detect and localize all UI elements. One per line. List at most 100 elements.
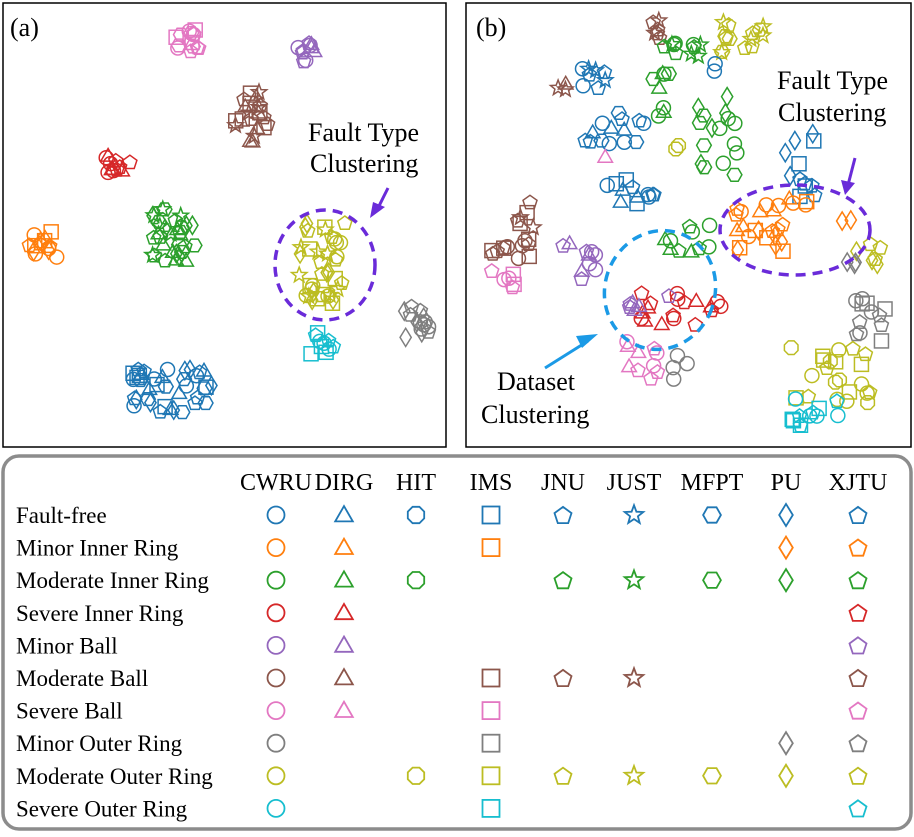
panel-b-point: [645, 71, 662, 87]
panel-a-point: [142, 244, 163, 264]
legend-marker: [702, 767, 722, 785]
panel-b-point: [639, 298, 657, 314]
panel-b-point: [791, 156, 807, 172]
panel-a-point: [299, 286, 319, 305]
panel-a-point: [187, 395, 203, 411]
panel-b-point: [873, 333, 890, 349]
panel-a-point: [299, 222, 316, 238]
panel-b-point: [667, 45, 684, 61]
panel-a-point: [326, 289, 340, 311]
panel-b-point: [662, 34, 682, 53]
panel-a-point: [98, 149, 114, 166]
panel-b-point: [599, 177, 615, 194]
legend-marker: [406, 766, 426, 785]
panel-a-point: [297, 52, 314, 69]
legend-marker: [481, 538, 501, 557]
panel-a-point: [38, 229, 52, 251]
panel-b-point: [590, 80, 607, 96]
panel-b-point: [726, 167, 743, 182]
panel-a-point: [177, 238, 193, 254]
panel-b-point: [520, 236, 537, 252]
panel-b-point: [741, 28, 761, 48]
panel-b-point: [783, 340, 799, 356]
panel-b-point: [645, 358, 662, 374]
panel-b-point: [521, 248, 537, 265]
panel-b-point: [717, 29, 734, 44]
legend-marker: [848, 668, 868, 687]
panel-a-point: [314, 265, 330, 281]
panel-b-point: [642, 295, 659, 311]
panel-a-point: [167, 399, 181, 421]
panel-b-point: [517, 233, 533, 249]
panel-b-point: [587, 247, 604, 263]
panel-b-point: [815, 348, 831, 365]
panel-b-dataset-ellipse: [602, 228, 718, 352]
panel-b-point: [646, 340, 663, 356]
panel-b-point: [691, 240, 708, 256]
panel-b-point: [646, 186, 662, 202]
legend-marker: [333, 569, 355, 588]
legend-class-label: Minor Ball: [16, 633, 118, 658]
panel-b-point: [669, 291, 686, 307]
panel-a-point: [31, 235, 48, 251]
panel-a-point: [168, 220, 186, 236]
panel-a-fault-text-1: Fault Type: [308, 118, 419, 147]
panel-a-point: [129, 369, 145, 386]
panel-a-point: [149, 224, 168, 240]
panel-a-point: [145, 229, 162, 245]
panel-a-point: [172, 224, 189, 240]
panel-b-point: [780, 189, 798, 205]
panel-b-point: [791, 407, 808, 423]
panel-b-point: [853, 356, 870, 373]
panel-a-point: [198, 379, 214, 395]
panel-b-point: [715, 155, 732, 172]
panel-b-dataset-text-1: Dataset: [497, 367, 576, 396]
panel-a-point: [328, 278, 348, 298]
panel-b-point: [665, 371, 682, 387]
panel-a-point: [188, 367, 205, 384]
legend-dataset-header: XJTU: [829, 470, 888, 496]
panel-a-point: [190, 40, 207, 56]
panel-b-point: [661, 288, 677, 304]
legend-marker: [266, 538, 286, 557]
panel-b-point: [601, 135, 618, 152]
panel-a-point: [307, 327, 324, 343]
panel-b-fault-text-1: Fault Type: [777, 66, 888, 95]
legend-marker: [848, 766, 868, 785]
legend-dataset-header: CWRU: [240, 470, 312, 496]
legend-class-label: Severe Ball: [16, 699, 123, 724]
panel-a-point: [308, 241, 328, 261]
panel-a-point: [149, 376, 165, 393]
panel-b-point: [770, 197, 787, 214]
panel-b-point: [635, 115, 652, 132]
panel-a-point: [243, 110, 259, 126]
panel-a-point: [403, 298, 420, 314]
panel-b-point: [721, 31, 738, 46]
legend-marker: [778, 730, 794, 756]
panel-b-point: [666, 310, 682, 327]
panel-a-point: [143, 392, 157, 414]
panel-b-point: [665, 307, 681, 323]
legend-marker: [848, 799, 868, 818]
panel-b-point: [805, 404, 821, 420]
legend-marker: [481, 733, 501, 753]
panel-a-point: [329, 248, 345, 265]
panel-a-point: [256, 119, 272, 136]
panel-a-point: [185, 26, 202, 43]
panel-b-point: [501, 270, 517, 287]
panel-a-point: [157, 379, 175, 394]
panel-b-point: [841, 384, 858, 400]
panel-a-point: [122, 154, 138, 170]
legend-dataset-header: MFPT: [681, 470, 744, 496]
panel-a-point: [289, 264, 309, 284]
legend-class-label: Severe Inner Ring: [16, 601, 184, 626]
panel-b-point: [863, 304, 880, 320]
panel-b-point: [851, 313, 868, 329]
panel-b-point: [596, 148, 614, 163]
panel-a-point: [186, 238, 203, 253]
panel-b-point: [713, 12, 734, 31]
panel-b-point: [844, 209, 858, 231]
panel-a-point: [197, 395, 214, 411]
panel-b-point: [830, 407, 846, 424]
panel-b-point: [667, 35, 683, 52]
